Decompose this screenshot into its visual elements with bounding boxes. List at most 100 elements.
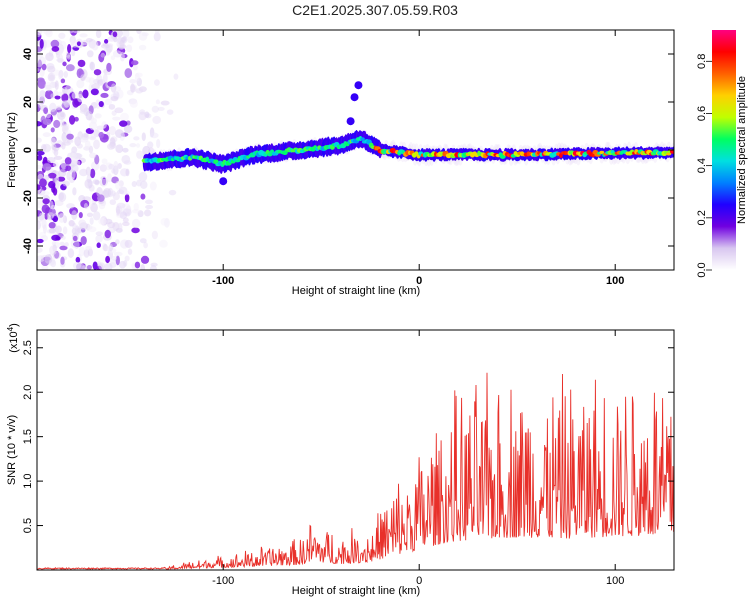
noise-point (100, 92, 109, 98)
noise-point (123, 190, 130, 196)
noise-point (58, 169, 67, 178)
noise-point (155, 99, 160, 105)
noise-point (98, 217, 107, 225)
noise-point (61, 93, 69, 102)
noise-point (38, 212, 44, 221)
noise-point (115, 180, 121, 190)
noise-point (47, 172, 57, 179)
noise-point (37, 238, 44, 244)
noise-point (127, 248, 133, 255)
noise-point (90, 88, 99, 96)
noise-point (58, 192, 64, 201)
noise-point (37, 30, 43, 36)
snr-y-tick-label: 1.0 (22, 473, 34, 488)
noise-point (131, 227, 140, 234)
noise-point (107, 36, 117, 42)
noise-point (77, 59, 86, 68)
noise-point (154, 79, 160, 86)
snr-y-label: SNR (10 * v/v) (6, 415, 18, 485)
noise-point (71, 49, 76, 57)
noise-point (60, 78, 66, 84)
noise-point (85, 245, 93, 251)
noise-point (72, 187, 77, 196)
noise-point (83, 203, 88, 209)
noise-point (90, 202, 98, 213)
noise-point (52, 161, 59, 168)
noise-point (41, 204, 50, 214)
noise-point (67, 248, 75, 258)
noise-point (112, 50, 122, 58)
noise-point (95, 30, 102, 39)
noise-point (135, 143, 141, 148)
noise-point (44, 254, 53, 264)
noise-point (118, 222, 123, 233)
noise-point (50, 259, 57, 268)
noise-point (104, 39, 109, 44)
colorbar-tick-label: 0.0 (696, 262, 708, 277)
colorbar: 0.0 0.2 0.4 0.6 0.8 Normalized spectral ampl… (696, 30, 748, 278)
snr-y-ticks: 0.5 1.0 1.5 2.0 2.5 (22, 340, 674, 533)
noise-point (60, 256, 65, 265)
noise-point (151, 230, 158, 240)
noise-point (107, 173, 112, 183)
noise-point (134, 261, 141, 269)
noise-point (149, 181, 157, 191)
noise-point (110, 190, 116, 197)
noise-point (160, 217, 169, 226)
noise-point (55, 105, 62, 111)
colorbar-tick-label: 0.6 (696, 106, 708, 121)
noise-point (153, 32, 161, 42)
noise-point (113, 160, 119, 169)
snr-multiplier: (x104) (6, 323, 20, 353)
noise-point (37, 247, 43, 254)
noise-point (133, 202, 139, 212)
noise-point (101, 121, 107, 129)
noise-point (123, 125, 133, 133)
noise-point (105, 255, 110, 264)
noise-point (132, 64, 138, 71)
noise-point (85, 110, 93, 121)
noise-point (42, 198, 50, 205)
noise-point (52, 187, 58, 196)
noise-point (104, 229, 112, 239)
noise-point (110, 55, 116, 61)
noise-point (67, 43, 72, 54)
noise-point (69, 153, 77, 159)
noise-point (106, 62, 112, 72)
snr-x-tick-label: -100 (212, 575, 234, 587)
noise-point (119, 211, 128, 219)
noise-point (92, 211, 101, 221)
spectrogram-panel: -100 0 100 -40 -20 0 20 40 Height of straight … (6, 29, 675, 297)
noise-point (112, 116, 121, 121)
isolated-blob (346, 117, 355, 126)
noise-point (51, 46, 60, 52)
noise-point (123, 160, 132, 165)
spectrogram-y-tick-label: 40 (22, 48, 34, 60)
noise-point (140, 255, 150, 264)
noise-point (151, 105, 160, 113)
noise-point (98, 100, 104, 108)
noise-point (53, 119, 61, 129)
noise-point (56, 111, 66, 120)
noise-point (108, 163, 115, 170)
noise-point (65, 64, 75, 72)
noise-point (97, 194, 105, 202)
noise-point (52, 215, 59, 223)
noise-point (44, 81, 53, 92)
noise-point (78, 219, 87, 227)
noise-point (61, 141, 66, 150)
noise-point (80, 235, 87, 245)
noise-point (94, 179, 100, 186)
noise-point (59, 245, 68, 251)
noise-point (55, 180, 60, 190)
noise-point (58, 53, 63, 62)
colorbar-tick-label: 0.2 (696, 210, 708, 225)
noise-point (98, 131, 105, 139)
noise-point (127, 36, 134, 44)
snr-y-tick-label: 0.5 (22, 518, 34, 533)
noise-point (41, 218, 47, 229)
noise-point (131, 208, 141, 214)
noise-point (143, 209, 152, 217)
noise-point (48, 221, 56, 229)
